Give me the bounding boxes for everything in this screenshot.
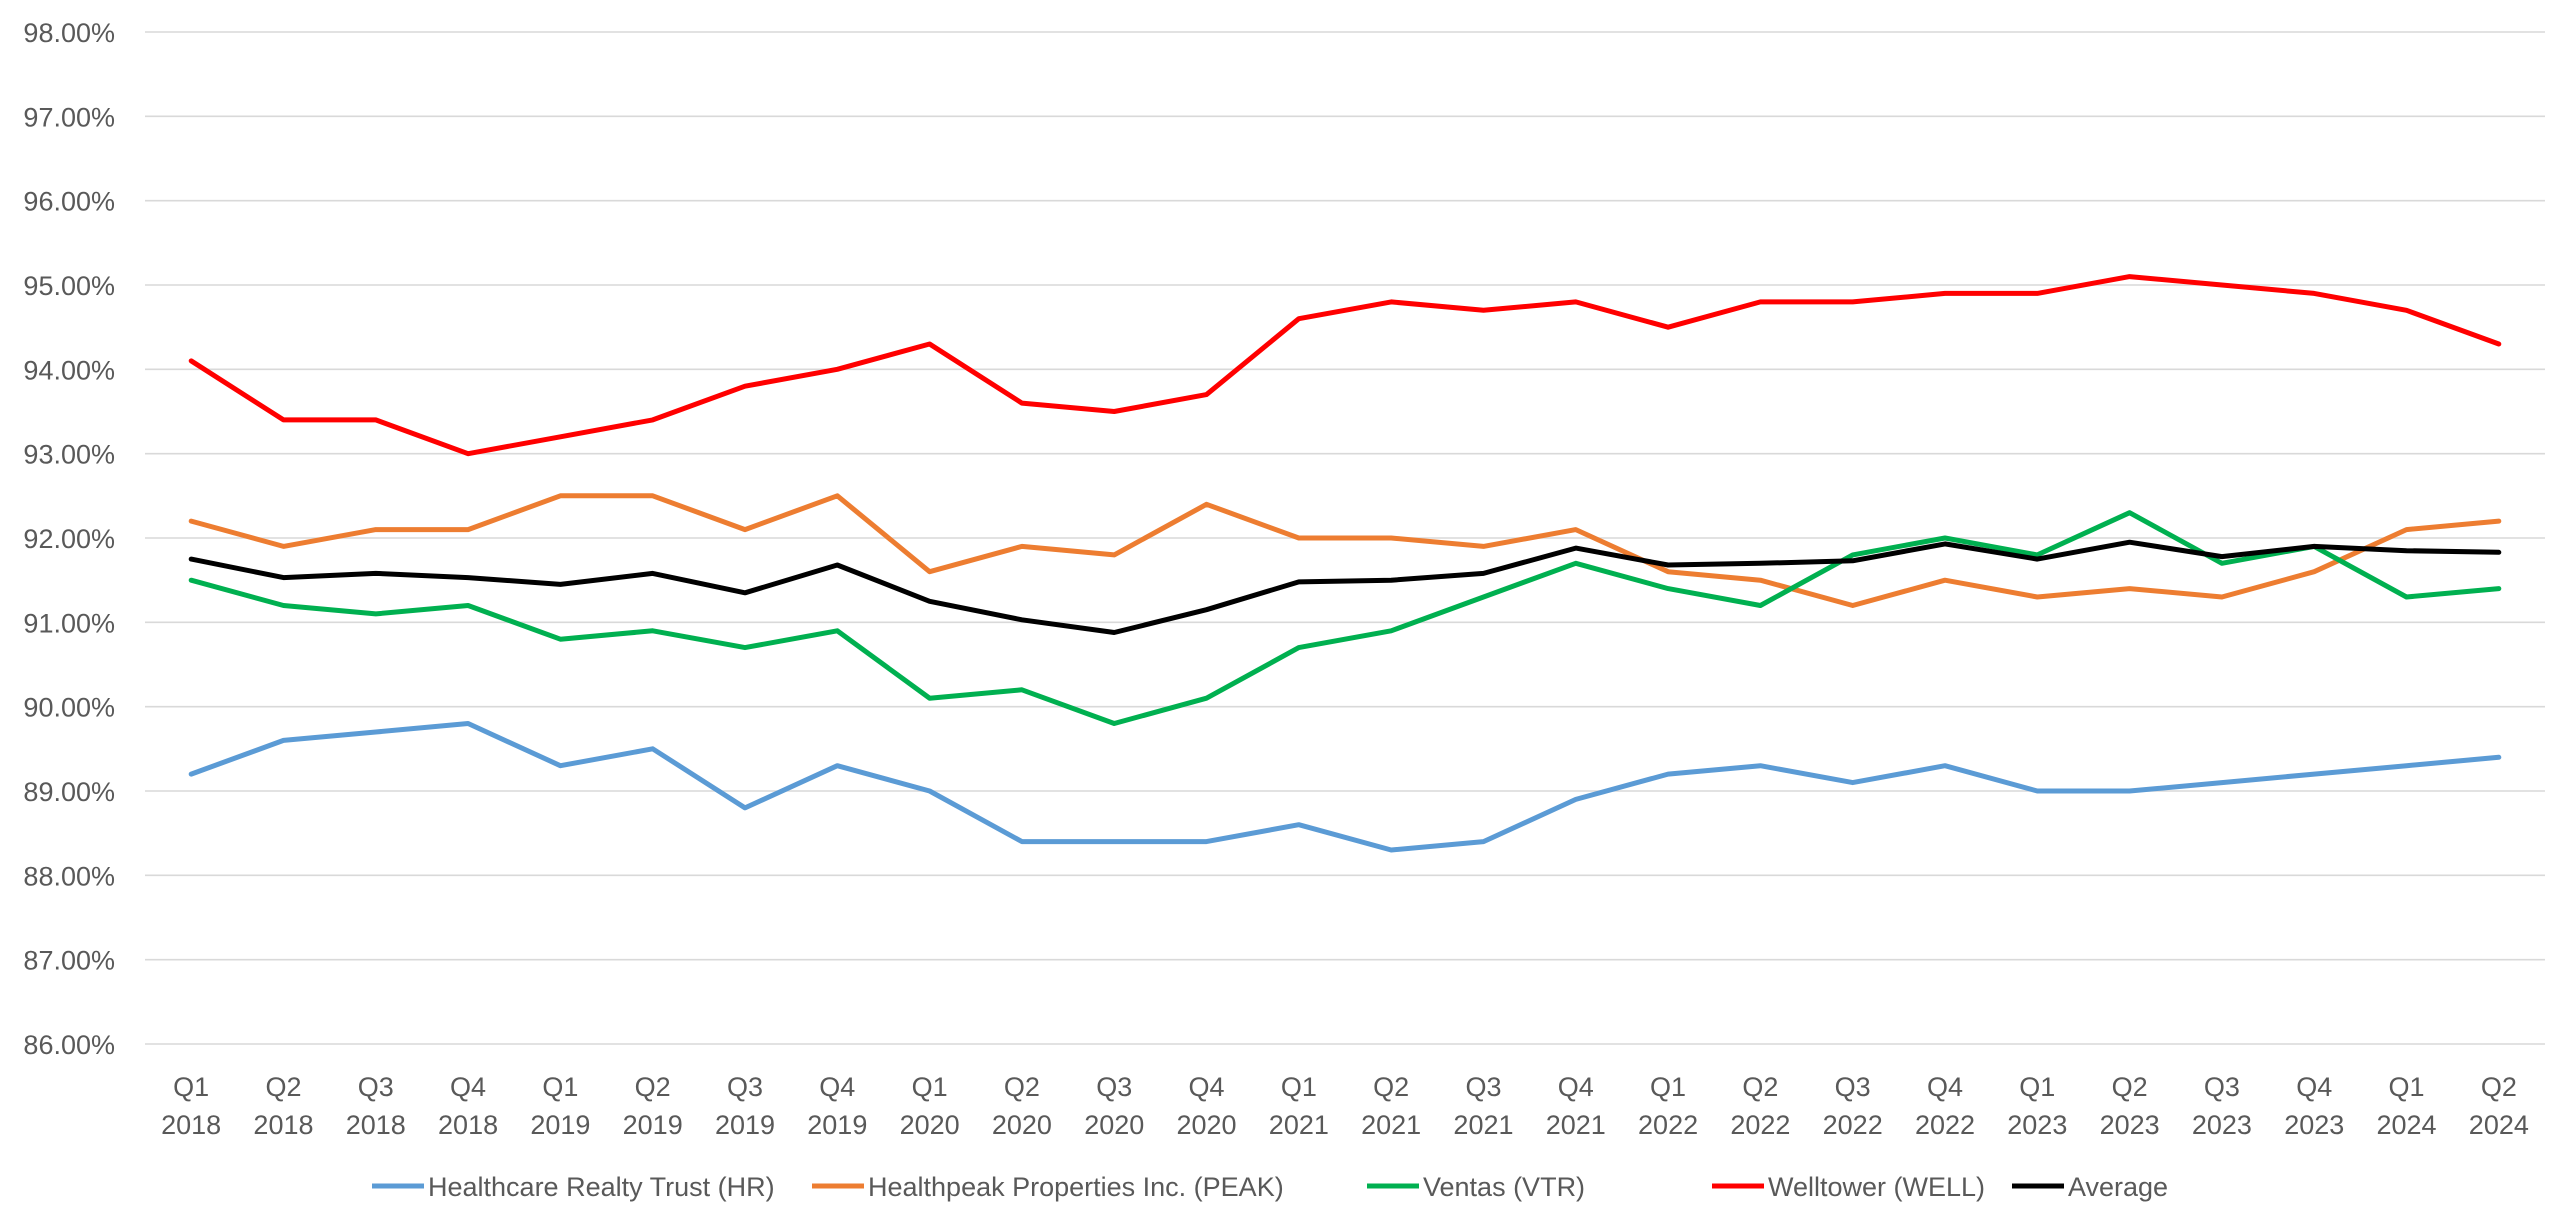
- x-tick-label: 2023: [2284, 1110, 2344, 1140]
- series-line-average: [188, 539, 2502, 635]
- y-tick-label: 86.00%: [23, 1030, 115, 1060]
- y-tick-label: 97.00%: [23, 102, 115, 132]
- x-tick-label: 2021: [1269, 1110, 1329, 1140]
- y-tick-label: 96.00%: [23, 187, 115, 217]
- x-tick-label: Q1: [1650, 1072, 1686, 1102]
- x-tick-label: Q3: [1465, 1072, 1501, 1102]
- y-tick-label: 90.00%: [23, 693, 115, 723]
- y-tick-label: 91.00%: [23, 608, 115, 638]
- x-tick-label: Q2: [1004, 1072, 1040, 1102]
- x-tick-label: Q3: [1835, 1072, 1871, 1102]
- y-tick-label: 95.00%: [23, 271, 115, 301]
- legend-label: Healthcare Realty Trust (HR): [428, 1172, 775, 1202]
- series-line-healthpeak-properties-inc-peak: [188, 493, 2502, 608]
- x-tick-label: Q2: [265, 1072, 301, 1102]
- x-tick-label: Q4: [2296, 1072, 2332, 1102]
- x-tick-label: Q4: [1927, 1072, 1963, 1102]
- x-tick-label: 2020: [992, 1110, 1052, 1140]
- x-tick-label: Q1: [1281, 1072, 1317, 1102]
- x-tick-label: 2022: [1915, 1110, 1975, 1140]
- series-lines: [188, 274, 2502, 853]
- x-tick-label: 2019: [807, 1110, 867, 1140]
- x-tick-label: 2019: [530, 1110, 590, 1140]
- x-tick-label: 2023: [2100, 1110, 2160, 1140]
- x-tick-label: 2022: [1638, 1110, 1698, 1140]
- x-tick-label: Q1: [2389, 1072, 2425, 1102]
- x-tick-label: Q3: [2204, 1072, 2240, 1102]
- x-tick-label: 2019: [715, 1110, 775, 1140]
- x-tick-label: Q4: [1558, 1072, 1594, 1102]
- x-tick-label: Q1: [173, 1072, 209, 1102]
- y-tick-label: 89.00%: [23, 777, 115, 807]
- y-tick-label: 98.00%: [23, 18, 115, 48]
- x-tick-label: 2024: [2469, 1110, 2529, 1140]
- x-tick-label: 2018: [346, 1110, 406, 1140]
- x-tick-label: Q2: [2481, 1072, 2517, 1102]
- y-axis-ticks: 98.00% 97.00% 96.00% 95.00% 94.00% 93.00% 92.0…: [23, 18, 115, 1060]
- x-tick-label: 2018: [438, 1110, 498, 1140]
- x-axis-ticks: Q1 2018 Q2 2018 Q3 2018 Q4 2018 Q1 2019 Q2 2019 Q3 20…: [161, 1072, 2529, 1140]
- series-line-welltower-well: [188, 274, 2502, 457]
- x-tick-label: Q3: [358, 1072, 394, 1102]
- x-tick-label: Q2: [1742, 1072, 1778, 1102]
- x-tick-label: 2021: [1546, 1110, 1606, 1140]
- x-tick-label: Q4: [1189, 1072, 1225, 1102]
- x-tick-label: 2023: [2192, 1110, 2252, 1140]
- legend-label: Ventas (VTR): [1423, 1172, 1585, 1202]
- x-tick-label: Q4: [450, 1072, 486, 1102]
- x-tick-label: 2019: [623, 1110, 683, 1140]
- x-tick-label: 2022: [1730, 1110, 1790, 1140]
- legend-label: Welltower (WELL): [1768, 1172, 1985, 1202]
- x-tick-label: 2021: [1361, 1110, 1421, 1140]
- series-line-ventas-vtr: [188, 510, 2502, 726]
- x-tick-label: 2023: [2007, 1110, 2067, 1140]
- x-tick-label: Q4: [819, 1072, 855, 1102]
- x-tick-label: 2018: [161, 1110, 221, 1140]
- x-tick-label: 2021: [1453, 1110, 1513, 1140]
- legend-label: Healthpeak Properties Inc. (PEAK): [868, 1172, 1284, 1202]
- x-tick-label: 2022: [1823, 1110, 1883, 1140]
- x-tick-label: Q2: [635, 1072, 671, 1102]
- x-tick-label: 2020: [1176, 1110, 1236, 1140]
- y-tick-label: 87.00%: [23, 946, 115, 976]
- x-tick-label: 2020: [1084, 1110, 1144, 1140]
- x-tick-label: Q3: [1096, 1072, 1132, 1102]
- x-tick-label: Q1: [912, 1072, 948, 1102]
- y-tick-label: 93.00%: [23, 440, 115, 470]
- legend-label: Average: [2068, 1172, 2168, 1202]
- y-tick-label: 88.00%: [23, 861, 115, 891]
- x-tick-label: Q2: [1373, 1072, 1409, 1102]
- x-tick-label: Q2: [2112, 1072, 2148, 1102]
- y-tick-label: 94.00%: [23, 355, 115, 385]
- legend: Healthcare Realty Trust (HR) Healthpeak P…: [372, 1172, 2168, 1202]
- x-tick-label: Q1: [2019, 1072, 2055, 1102]
- x-tick-label: Q1: [542, 1072, 578, 1102]
- x-tick-label: 2024: [2376, 1110, 2436, 1140]
- x-tick-label: 2020: [900, 1110, 960, 1140]
- x-tick-label: Q3: [727, 1072, 763, 1102]
- y-tick-label: 92.00%: [23, 524, 115, 554]
- x-tick-label: 2018: [253, 1110, 313, 1140]
- series-line-healthcare-realty-trust-hr: [188, 721, 2502, 853]
